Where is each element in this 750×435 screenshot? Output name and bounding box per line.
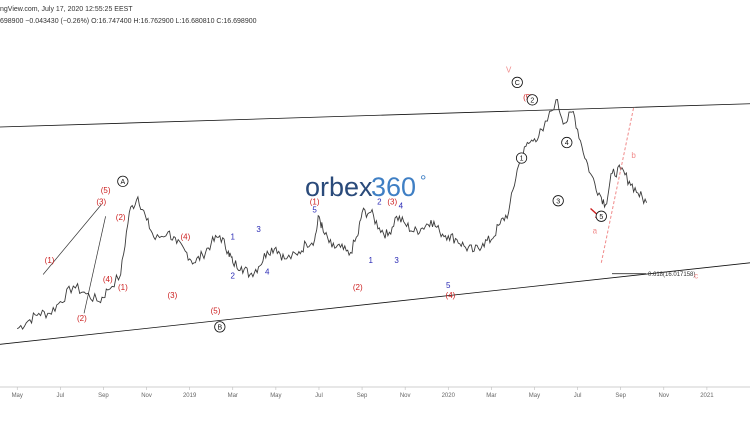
header-source-line: ngView.com, July 17, 2020 12:55:25 EEST (0, 6, 133, 13)
circled-wave-label: A (121, 179, 126, 186)
wave-label: 3 (256, 225, 261, 234)
wave-trend-line (83, 216, 106, 314)
wave-label: (3) (387, 198, 397, 207)
wave-label: 5 (312, 205, 317, 214)
fib-level-label: 0.618(16.017158) (648, 272, 695, 278)
x-tick-label: May (12, 393, 23, 399)
x-tick-label: 2021 (700, 393, 714, 399)
x-tick-label: Nov (658, 393, 669, 399)
circled-wave-label: 5 (599, 214, 603, 221)
wave-label: 3 (394, 256, 399, 265)
x-tick-label: Sep (98, 393, 109, 399)
wave-label: (2) (77, 314, 87, 323)
wave-label: V (506, 66, 512, 75)
circled-wave-marker (561, 136, 573, 149)
logo-number: 360 (371, 172, 416, 202)
header-ohlc-line: 698900 −0.043430 (−0.26%) O:16.747400 H:… (0, 18, 257, 25)
wave-trend-line (42, 204, 102, 275)
annotations: 0.618(16.017158) (42, 107, 695, 314)
x-tick-label: May (529, 393, 540, 399)
x-tick-label: Jul (574, 393, 582, 399)
wave-label: 4 (399, 202, 404, 211)
circled-wave-label: 4 (565, 140, 569, 147)
logo-word: orbex (305, 172, 373, 202)
x-tick-label: Sep (357, 393, 368, 399)
wave-label: b (631, 151, 636, 160)
circled-wave-label: 3 (556, 198, 560, 205)
wave-label: (4) (180, 233, 190, 242)
chart-header: ngView.com, July 17, 2020 12:55:25 EEST … (0, 4, 257, 28)
wave-label: a (593, 227, 598, 236)
projection-dashed-line (600, 107, 635, 263)
circled-wave-label: B (217, 324, 222, 331)
x-tick-label: 2019 (183, 393, 197, 399)
wave-label: (5) (101, 186, 111, 195)
circled-wave-label: C (515, 80, 520, 87)
x-tick-label: Mar (486, 393, 496, 399)
channel-lower-line (0, 262, 750, 345)
x-tick-label: Jul (315, 393, 323, 399)
x-tick-label: Nov (141, 393, 152, 399)
x-tick-label: Nov (400, 393, 411, 399)
wave-label: 1 (368, 256, 373, 265)
wave-label: c (694, 271, 698, 280)
wave-label: (4) (103, 275, 113, 284)
wave-label: 1 (231, 233, 236, 242)
price-line (16, 98, 648, 330)
circled-wave-marker (526, 94, 538, 106)
wave-label: (2) (116, 213, 126, 222)
circled-wave-marker (552, 195, 564, 207)
circled-wave-label: 2 (530, 97, 534, 104)
wave-label: 5 (446, 281, 451, 290)
wave-label: (3) (168, 291, 178, 300)
x-tick-label: Jul (57, 393, 65, 399)
logo-degree: ° (420, 173, 426, 190)
channel-lines (0, 103, 750, 345)
circled-wave-marker (511, 76, 523, 88)
wave-label: 4 (265, 267, 270, 276)
wave-label: (4) (446, 291, 456, 300)
circled-wave-marker (595, 210, 607, 222)
wave-label: (1) (118, 283, 128, 292)
wave-label: (5) (211, 306, 221, 315)
circled-wave-label: 1 (520, 156, 524, 163)
x-axis: May Jul Sep Nov 2019 Mar May Jul Sep Nov 2020 Mar Ma… (0, 386, 750, 399)
wave-label: 2 (231, 271, 236, 280)
wave-label: (3) (96, 198, 106, 207)
wave-label: (1) (310, 198, 320, 207)
circled-wave-marker (117, 175, 129, 187)
x-tick-label: Mar (228, 393, 238, 399)
channel-upper-line (0, 103, 750, 128)
x-tick-label: Sep (615, 393, 626, 399)
wave-label: (1) (45, 256, 55, 265)
x-tick-label: 2020 (442, 393, 456, 399)
x-tick-label: May (270, 393, 281, 399)
circled-wave-marker (214, 321, 226, 333)
circled-wave-marker (515, 152, 528, 164)
wave-label: 2 (377, 198, 382, 207)
orbex-logo: orbex 360 ° (305, 172, 426, 202)
wave-label: (2) (353, 283, 363, 292)
wave-labels: (1) (2) (3) (4) (5) (2) (1) (3) (4) (5) (1) (2) (3) (… (45, 66, 698, 333)
price-series (16, 98, 648, 330)
